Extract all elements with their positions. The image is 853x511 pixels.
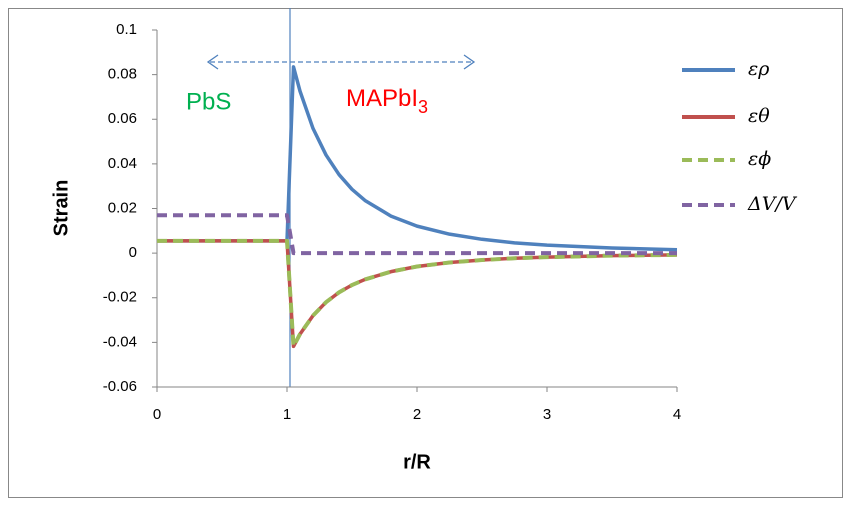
y-tick-label: 0.06 <box>108 110 137 127</box>
x-axis-title: r/R <box>403 451 431 473</box>
series-line <box>157 65 678 252</box>
legend-label: εθ <box>748 105 770 127</box>
y-tick-label: -0.04 <box>103 333 137 350</box>
annotation: PbS <box>186 88 231 115</box>
series-line <box>157 213 677 256</box>
legend-label: εϕ <box>748 148 771 170</box>
y-tick-label: 0.02 <box>108 199 137 216</box>
annotation: MAPbI3 <box>346 85 428 116</box>
series-line <box>157 238 678 349</box>
y-tick-label: 0.04 <box>108 155 137 172</box>
y-tick-label: 0 <box>129 244 137 261</box>
y-axis-title: Strain <box>50 180 72 237</box>
x-tick-label: 4 <box>673 406 681 423</box>
x-tick-label: 2 <box>413 406 421 423</box>
x-tick-label: 3 <box>543 406 551 423</box>
y-tick-label: -0.02 <box>103 289 137 306</box>
chart-frame <box>8 8 843 498</box>
legend-label: ΔV/V <box>747 193 798 215</box>
y-tick-label: 0.1 <box>116 21 137 38</box>
arrow-heads <box>206 54 476 70</box>
y-tick-label: 0.08 <box>108 66 137 83</box>
legend-label: ερ <box>748 58 770 80</box>
x-tick-label: 0 <box>153 406 161 423</box>
y-tick-label: -0.06 <box>103 378 137 395</box>
x-tick-label: 1 <box>283 406 291 423</box>
